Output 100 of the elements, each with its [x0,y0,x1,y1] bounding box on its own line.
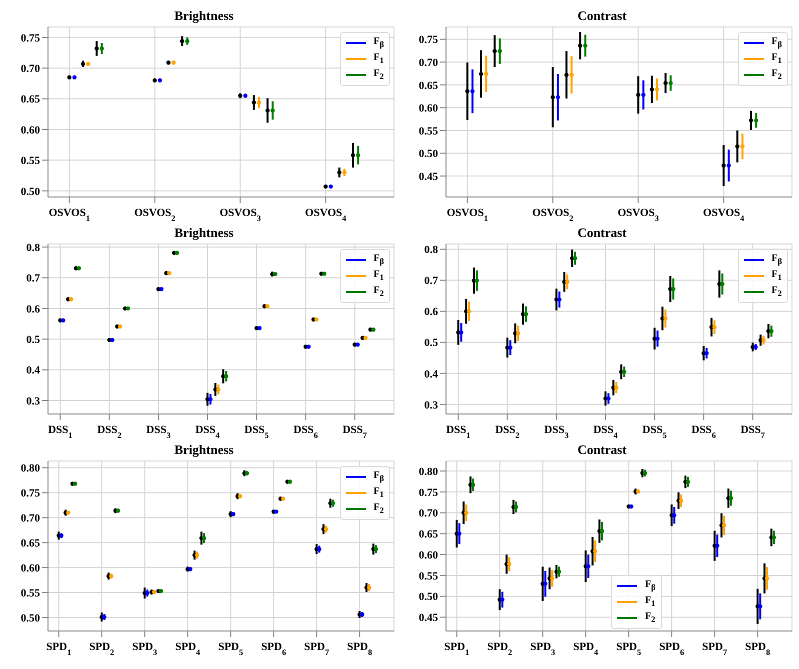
y-tick-label: 0.80 [418,466,438,478]
legend-label: F$_{2}$ [645,610,656,626]
y-tick-label: 0.45 [418,170,438,183]
y-tick-label: 0.3 [424,399,438,412]
y-tick-label: 0.8 [424,244,438,256]
x-tick-label: OSVOS$_{2}$ [532,207,574,222]
x-tick-label: SPD$_{7}$ [304,641,330,656]
y-tick-label: 0.70 [20,63,40,76]
chart-title: Brightness [173,8,235,23]
y-tick-label: 0.50 [418,148,438,160]
x-tick-label: DSS$_{1}$ [48,424,72,440]
y-tick-label: 0.75 [418,486,438,499]
x-tick-label: DSS$_{4}$ [195,424,220,440]
legend-label: F$_{1}$ [772,268,782,284]
y-tick-label: 0.50 [418,591,438,604]
legend-label: F$_{1}$ [374,51,384,67]
x-tick-label: SPD$_{5}$ [218,641,244,656]
x-tick-label: SPD$_{2}$ [487,641,512,656]
legend-label: F$_{β}$ [374,469,384,485]
x-tick-label: SPD$_{2}$ [89,641,114,656]
chart-title: Brightness [173,225,235,240]
y-tick-label: 0.60 [20,124,40,136]
y-tick-label: 0.65 [418,528,438,541]
y-tick-label: 0.75 [20,488,40,500]
x-tick-label: SPD$_{3}$ [530,641,556,656]
y-tick-label: 0.70 [20,512,40,525]
legend-label: F$_{β}$ [374,35,384,51]
x-tick-label: DSS$_{2}$ [495,424,520,440]
y-tick-label: 0.8 [26,242,40,254]
x-tick-label: SPD$_{5}$ [616,641,642,656]
chart-title: Contrast [576,225,628,240]
legend-label: F$_{β}$ [772,35,782,51]
x-tick-label: OSVOS$_{1}$ [446,207,488,222]
y-tick-label: 0.4 [424,368,438,380]
legend-label: F$_{2}$ [374,501,384,517]
x-tick-label: DSS$_{5}$ [244,424,269,440]
y-tick-label: 0.60 [418,102,438,115]
y-tick-label: 0.6 [26,303,40,316]
x-tick-label: SPD$_{7}$ [702,641,728,656]
y-tick-label: 0.50 [20,612,40,624]
x-tick-label: OSVOS$_{3}$ [220,207,261,222]
x-tick-label: DSS$_{3}$ [544,424,569,440]
x-tick-label: DSS$_{3}$ [146,424,171,440]
y-tick-label: 0.55 [418,570,438,582]
x-tick-label: SPD$_{6}$ [261,641,286,656]
y-tick-label: 0.5 [26,334,40,346]
y-tick-label: 0.55 [20,587,40,600]
y-tick-label: 0.80 [20,462,40,475]
x-tick-label: SPD$_{3}$ [132,641,158,656]
x-tick-label: DSS$_{4}$ [593,424,618,440]
x-tick-label: SPD$_{8}$ [745,641,770,656]
legend-label: F$_{1}$ [374,485,384,501]
y-tick-label: 0.70 [418,57,438,69]
x-tick-label: OSVOS$_{4}$ [305,207,346,222]
legend-label: F$_{β}$ [645,578,656,594]
y-tick-label: 0.6 [424,306,438,318]
y-tick-label: 0.7 [424,275,438,288]
chart-title: Brightness [173,442,235,457]
x-tick-label: DSS$_{6}$ [692,424,716,440]
x-tick-label: DSS$_{7}$ [740,424,765,440]
y-tick-label: 0.3 [26,395,40,408]
x-tick-label: SPD$_{8}$ [347,641,372,656]
y-tick-label: 0.45 [418,612,438,624]
y-tick-label: 0.50 [20,186,40,198]
legend-label: F$_{1}$ [645,594,656,610]
x-tick-label: SPD$_{4}$ [573,641,598,656]
x-tick-label: DSS$_{5}$ [642,424,667,440]
x-tick-label: OSVOS$_{4}$ [703,207,744,222]
y-tick-label: 0.60 [20,562,40,574]
y-tick-label: 0.55 [20,155,40,168]
legend-label: F$_{2}$ [374,284,384,300]
y-tick-label: 0.65 [20,538,40,550]
y-tick-label: 0.75 [418,34,438,46]
y-tick-label: 0.7 [26,272,40,285]
y-tick-label: 0.55 [418,125,438,138]
x-tick-label: DSS$_{6}$ [294,424,318,440]
y-tick-label: 0.65 [20,94,40,106]
x-tick-label: SPD$_{6}$ [659,641,684,656]
x-tick-label: DSS$_{2}$ [97,424,122,440]
chart-title: Contrast [576,442,628,457]
x-tick-label: OSVOS$_{1}$ [48,207,90,222]
y-tick-label: 0.65 [418,80,438,92]
legend-label: F$_{β}$ [374,252,384,268]
x-tick-label: OSVOS$_{2}$ [134,207,176,222]
y-tick-label: 0.5 [424,337,438,350]
x-tick-label: SPD$_{4}$ [175,641,200,656]
y-tick-label: 0.70 [418,508,438,520]
legend-label: F$_{1}$ [374,268,384,284]
legend-label: F$_{β}$ [772,252,782,268]
legend-label: F$_{1}$ [772,51,782,67]
legend-label: F$_{2}$ [772,284,782,300]
legend-label: F$_{2}$ [374,67,384,83]
y-tick-label: 0.60 [418,549,438,562]
x-tick-label: DSS$_{7}$ [342,424,367,440]
x-tick-label: SPD$_{1}$ [444,641,470,656]
x-tick-label: DSS$_{1}$ [446,424,470,440]
legend-label: F$_{2}$ [772,67,782,83]
chart-title: Contrast [576,8,628,23]
y-tick-label: 0.75 [20,32,40,44]
x-tick-label: OSVOS$_{3}$ [618,207,659,222]
